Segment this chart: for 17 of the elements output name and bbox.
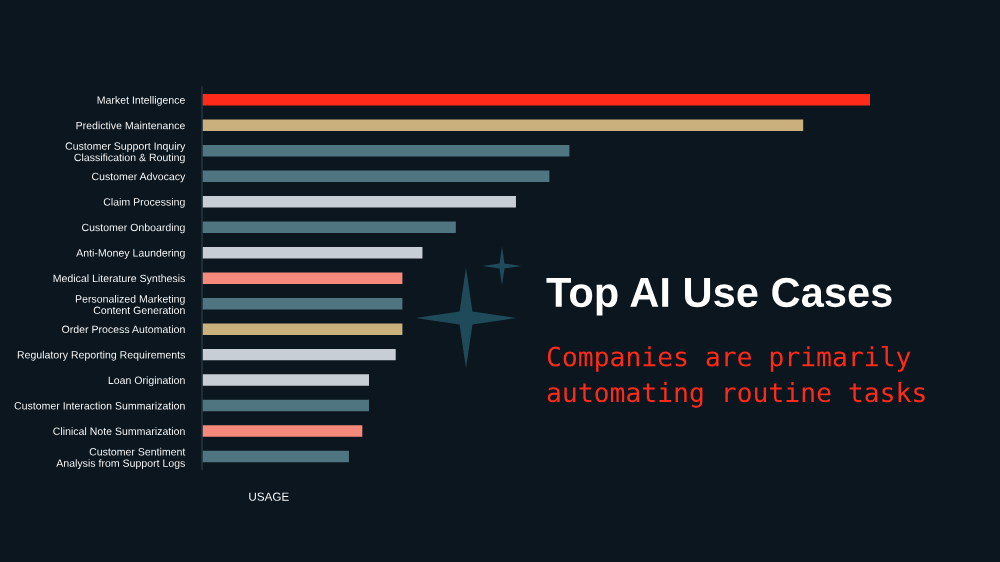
bar bbox=[202, 348, 396, 361]
bar bbox=[202, 119, 804, 132]
bar bbox=[202, 196, 516, 208]
bar bbox=[202, 297, 403, 310]
bar bbox=[202, 246, 423, 259]
bar bbox=[202, 399, 369, 412]
bar bbox=[202, 374, 369, 386]
bar bbox=[202, 145, 570, 157]
bar bbox=[202, 170, 550, 183]
bar bbox=[202, 94, 870, 106]
bar bbox=[202, 450, 349, 463]
bar bbox=[202, 221, 456, 233]
bar bbox=[202, 425, 363, 437]
text: Top AI Use Cases bbox=[546, 277, 892, 316]
text: Companies are primarily automating routine tasks bbox=[547, 346, 925, 408]
bar bbox=[202, 323, 403, 335]
bar bbox=[202, 272, 403, 284]
